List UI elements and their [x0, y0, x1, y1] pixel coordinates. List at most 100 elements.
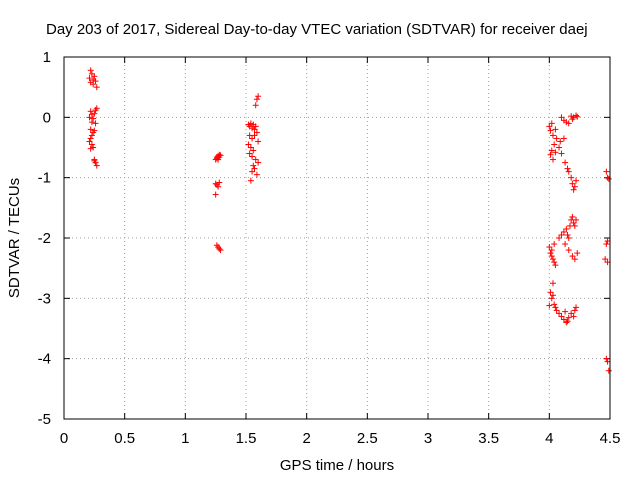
data-point: [252, 102, 259, 109]
data-point: [565, 235, 572, 241]
data-point: [562, 241, 569, 248]
data-point: [569, 116, 576, 123]
data-point: [247, 177, 254, 184]
data-point: [548, 295, 555, 302]
y-tick-label: 0: [43, 109, 51, 126]
data-point: [549, 292, 556, 299]
data-point: [565, 120, 572, 127]
data-point: [547, 127, 554, 134]
data-point: [546, 123, 553, 130]
y-axis-label: SDTVAR / TECUs: [6, 178, 23, 298]
data-point: [556, 235, 563, 241]
data-point: [560, 135, 567, 142]
data-point: [602, 256, 609, 263]
data-point: [569, 213, 576, 220]
data-point: [564, 165, 571, 172]
data-point: [548, 247, 555, 254]
y-tick-label: 1: [43, 49, 51, 66]
data-point: [87, 79, 94, 86]
data-point: [605, 175, 612, 182]
y-tick-label: -4: [38, 351, 51, 368]
data-point: [552, 304, 559, 311]
data-point: [560, 228, 567, 235]
x-tick-label: 1: [181, 430, 189, 447]
data-point: [255, 138, 262, 145]
data-point: [603, 355, 610, 362]
data-point: [569, 253, 576, 260]
x-tick-label: 3.5: [478, 430, 499, 447]
x-tick-label: 2.5: [357, 430, 378, 447]
data-point: [552, 149, 559, 156]
data-point: [86, 75, 93, 82]
data-point: [215, 183, 222, 190]
data-point: [552, 126, 559, 133]
data-point: [212, 180, 219, 187]
data-point: [91, 73, 98, 80]
data-point: [568, 174, 575, 181]
data-point: [549, 256, 556, 263]
data-point: [563, 319, 570, 326]
data-point: [571, 222, 578, 229]
data-point: [573, 112, 580, 119]
data-point: [551, 301, 558, 308]
data-point: [245, 141, 252, 148]
data-point: [247, 144, 254, 151]
data-point: [551, 259, 558, 266]
grid-lines: [64, 57, 610, 419]
data-point: [547, 289, 554, 296]
data-point: [557, 138, 564, 145]
plot-frame: [63, 56, 611, 420]
data-point: [564, 231, 571, 238]
data-point: [605, 367, 612, 374]
data-point: [249, 135, 256, 142]
data-point: [558, 150, 565, 157]
data-point: [252, 123, 259, 130]
x-tick-label: 4: [545, 430, 553, 447]
data-point: [553, 307, 560, 314]
data-point: [252, 156, 259, 163]
data-point: [546, 302, 553, 309]
data-point: [251, 132, 258, 139]
data-point: [216, 179, 223, 186]
data-point: [571, 183, 578, 190]
data-point: [87, 67, 94, 74]
data-points: [86, 67, 612, 374]
data-point: [558, 114, 565, 121]
data-point: [571, 307, 578, 314]
data-point: [564, 318, 571, 325]
chart-title: Day 203 of 2017, Sidereal Day-to-day VTE…: [46, 21, 588, 38]
data-point: [549, 132, 556, 139]
data-point: [87, 108, 94, 115]
data-point: [87, 145, 94, 152]
data-point: [603, 168, 610, 175]
x-tick-label: 0: [60, 430, 68, 447]
data-point: [565, 314, 572, 321]
data-point: [87, 135, 94, 142]
data-point: [216, 245, 223, 252]
data-point: [570, 313, 577, 320]
data-point: [547, 151, 554, 158]
data-point: [574, 113, 581, 120]
data-point: [86, 138, 93, 145]
data-point: [552, 262, 559, 269]
data-point: [251, 165, 258, 172]
data-point: [91, 157, 98, 164]
data-point: [92, 120, 99, 127]
data-point: [551, 241, 558, 248]
data-point: [90, 115, 97, 122]
data-point: [560, 316, 567, 323]
data-point: [573, 177, 580, 184]
data-point: [86, 114, 93, 121]
data-point: [253, 129, 260, 136]
data-point: [88, 141, 95, 148]
data-point: [88, 119, 95, 126]
data-point: [562, 308, 569, 315]
data-point: [565, 247, 572, 254]
x-tick-label: 1.5: [236, 430, 257, 447]
x-tick-label: 0.5: [114, 430, 135, 447]
data-point: [93, 84, 100, 91]
y-tick-label: -2: [38, 230, 51, 247]
x-tick-label: 3: [424, 430, 432, 447]
data-point: [91, 110, 98, 117]
data-point: [93, 105, 100, 112]
